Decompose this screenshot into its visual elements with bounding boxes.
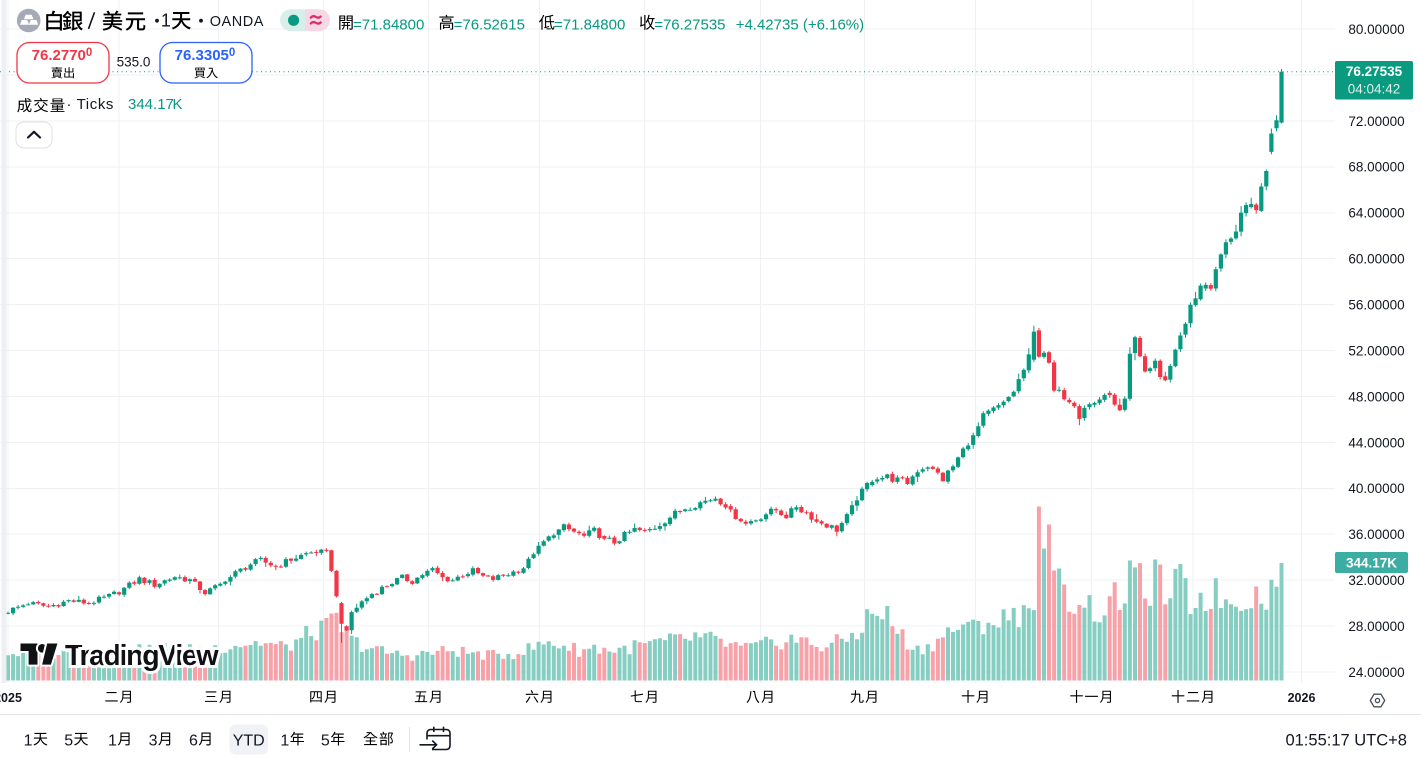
svg-text:K: K xyxy=(173,96,183,113)
svg-text:=76.52615: =76.52615 xyxy=(454,17,525,34)
svg-text:64.00000: 64.00000 xyxy=(1348,206,1404,221)
svg-text:1: 1 xyxy=(108,733,117,750)
svg-text:6: 6 xyxy=(189,733,198,750)
svg-text:36.00000: 36.00000 xyxy=(1348,527,1404,542)
svg-text:=71.84800: =71.84800 xyxy=(353,17,424,34)
svg-text:=71.84800: =71.84800 xyxy=(554,17,625,34)
svg-text:2025: 2025 xyxy=(0,691,22,705)
svg-text:24.00000: 24.00000 xyxy=(1348,665,1404,680)
svg-text:344.17K: 344.17K xyxy=(1346,556,1397,571)
svg-text:76.27700: 76.27700 xyxy=(32,47,93,64)
svg-text:76.33050: 76.33050 xyxy=(175,47,236,64)
svg-text:OANDA: OANDA xyxy=(210,14,264,30)
svg-text:48.00000: 48.00000 xyxy=(1348,389,1404,404)
svg-text:=76.27535: =76.27535 xyxy=(654,17,725,34)
svg-text:68.00000: 68.00000 xyxy=(1348,160,1404,175)
svg-text:1: 1 xyxy=(280,733,289,750)
svg-text:535.0: 535.0 xyxy=(117,54,151,69)
svg-text:40.00000: 40.00000 xyxy=(1348,481,1404,496)
svg-text:32.00000: 32.00000 xyxy=(1348,573,1404,588)
svg-text:5: 5 xyxy=(64,733,73,750)
svg-text:80.00000: 80.00000 xyxy=(1348,22,1404,37)
svg-text:28.00000: 28.00000 xyxy=(1348,619,1404,634)
svg-text:01:55:17 UTC+8: 01:55:17 UTC+8 xyxy=(1285,732,1407,750)
svg-text:· Ticks: · Ticks xyxy=(67,96,115,113)
svg-text:5: 5 xyxy=(321,733,330,750)
svg-text:76.27535: 76.27535 xyxy=(1346,64,1403,79)
svg-text:1: 1 xyxy=(24,733,33,750)
svg-text:3: 3 xyxy=(149,733,158,750)
svg-text:TradingView: TradingView xyxy=(65,640,219,672)
svg-text:56.00000: 56.00000 xyxy=(1348,298,1404,313)
svg-text:04:04:42: 04:04:42 xyxy=(1348,82,1401,97)
svg-text:+4.42735 (+6.16%): +4.42735 (+6.16%) xyxy=(736,17,864,34)
svg-text:52.00000: 52.00000 xyxy=(1348,343,1404,358)
svg-text:YTD: YTD xyxy=(233,733,265,750)
svg-text:2026: 2026 xyxy=(1288,691,1316,705)
svg-text:72.00000: 72.00000 xyxy=(1348,114,1404,129)
svg-text:344.17: 344.17 xyxy=(128,96,174,113)
svg-text:60.00000: 60.00000 xyxy=(1348,252,1404,267)
svg-text:1: 1 xyxy=(161,10,171,30)
svg-text:44.00000: 44.00000 xyxy=(1348,435,1404,450)
